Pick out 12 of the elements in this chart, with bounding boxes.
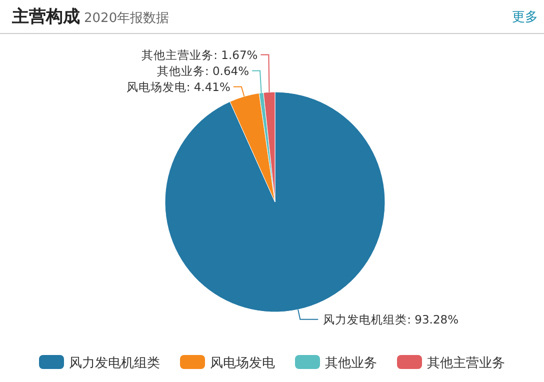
legend-label: 其他业务	[325, 356, 377, 371]
legend-label: 风力发电机组类	[69, 356, 160, 371]
chart-subtitle: 2020年报数据	[84, 11, 170, 26]
data-label: 风电场发电: 4.41%	[126, 80, 230, 94]
legend-label: 风电场发电	[210, 356, 275, 371]
pie-slice	[164, 92, 386, 312]
legend-label: 其他主营业务	[427, 355, 505, 371]
data-label: 其他业务: 0.64%	[156, 64, 250, 78]
text: 更多	[512, 10, 538, 25]
data-label: 风力发电机组类: 93.28%	[323, 312, 459, 326]
data-label: 其他主营业务: 1.67%	[142, 48, 258, 62]
chart-title: 主营构成	[11, 7, 80, 27]
